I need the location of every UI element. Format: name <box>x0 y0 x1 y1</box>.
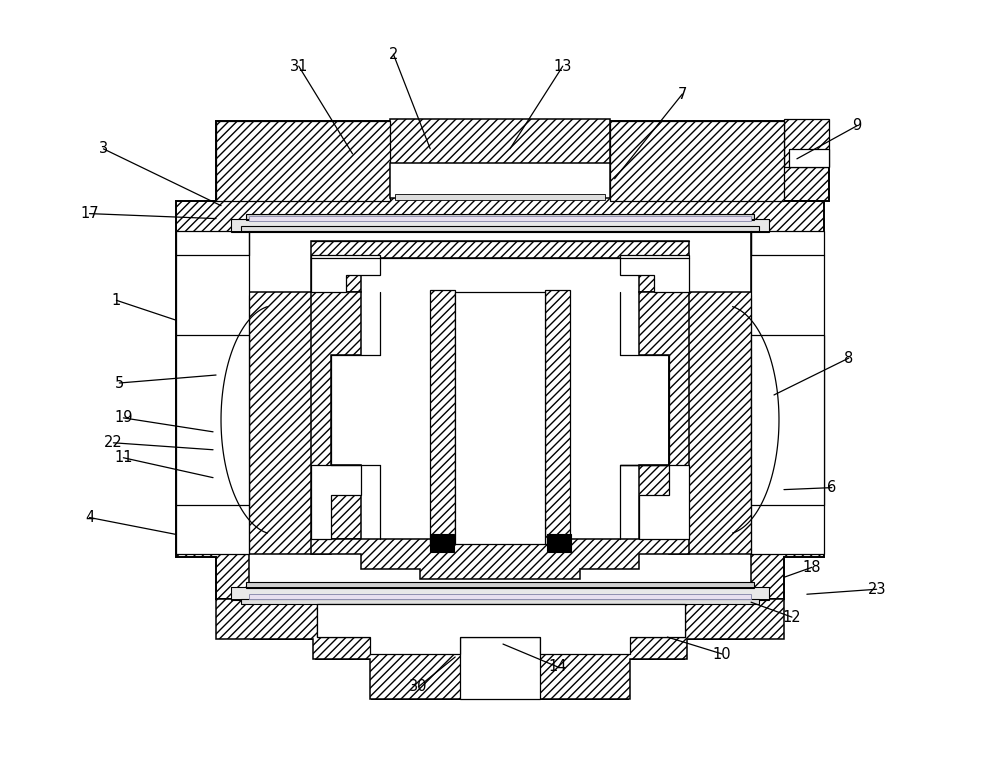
Polygon shape <box>430 535 454 552</box>
Polygon shape <box>311 465 361 539</box>
Text: 17: 17 <box>80 206 99 221</box>
Polygon shape <box>317 602 685 637</box>
Polygon shape <box>620 256 689 293</box>
Text: 3: 3 <box>99 142 108 156</box>
Polygon shape <box>430 290 455 545</box>
Polygon shape <box>545 290 570 545</box>
Polygon shape <box>751 336 824 505</box>
Polygon shape <box>249 215 751 221</box>
Text: 8: 8 <box>844 351 853 365</box>
Text: 4: 4 <box>85 510 94 525</box>
Text: 19: 19 <box>114 411 133 425</box>
Text: 12: 12 <box>783 610 801 624</box>
Polygon shape <box>216 121 390 201</box>
Polygon shape <box>216 599 784 699</box>
Text: 30: 30 <box>409 679 428 695</box>
Text: 18: 18 <box>803 560 821 574</box>
Polygon shape <box>311 256 380 293</box>
Text: 13: 13 <box>554 59 572 74</box>
Polygon shape <box>639 293 689 539</box>
Polygon shape <box>176 121 829 699</box>
Polygon shape <box>311 293 361 539</box>
Polygon shape <box>241 599 759 604</box>
Polygon shape <box>231 588 769 601</box>
Text: 11: 11 <box>114 450 133 465</box>
Polygon shape <box>395 194 605 200</box>
Polygon shape <box>751 231 824 555</box>
Polygon shape <box>231 218 769 231</box>
Polygon shape <box>455 293 545 545</box>
Text: 9: 9 <box>852 119 861 133</box>
Polygon shape <box>317 604 685 654</box>
Text: 6: 6 <box>827 480 836 495</box>
Text: 22: 22 <box>104 435 123 450</box>
Polygon shape <box>176 336 249 505</box>
Polygon shape <box>246 582 754 588</box>
Polygon shape <box>249 231 751 584</box>
Polygon shape <box>784 119 829 167</box>
Text: 1: 1 <box>112 293 121 308</box>
Polygon shape <box>390 119 610 165</box>
Polygon shape <box>249 594 751 599</box>
Polygon shape <box>547 535 571 552</box>
Text: 10: 10 <box>713 647 732 662</box>
Polygon shape <box>390 163 610 198</box>
Polygon shape <box>620 465 689 539</box>
Polygon shape <box>241 225 759 231</box>
Text: 14: 14 <box>549 660 567 675</box>
Text: 23: 23 <box>867 581 886 597</box>
Text: 31: 31 <box>290 59 308 74</box>
Polygon shape <box>246 214 754 220</box>
Text: 2: 2 <box>389 47 398 62</box>
Text: 7: 7 <box>678 87 687 102</box>
Polygon shape <box>610 121 784 201</box>
Polygon shape <box>789 149 829 167</box>
Polygon shape <box>311 539 689 579</box>
Polygon shape <box>311 241 689 293</box>
Polygon shape <box>460 637 540 699</box>
Text: 5: 5 <box>115 375 124 391</box>
Polygon shape <box>176 231 249 555</box>
